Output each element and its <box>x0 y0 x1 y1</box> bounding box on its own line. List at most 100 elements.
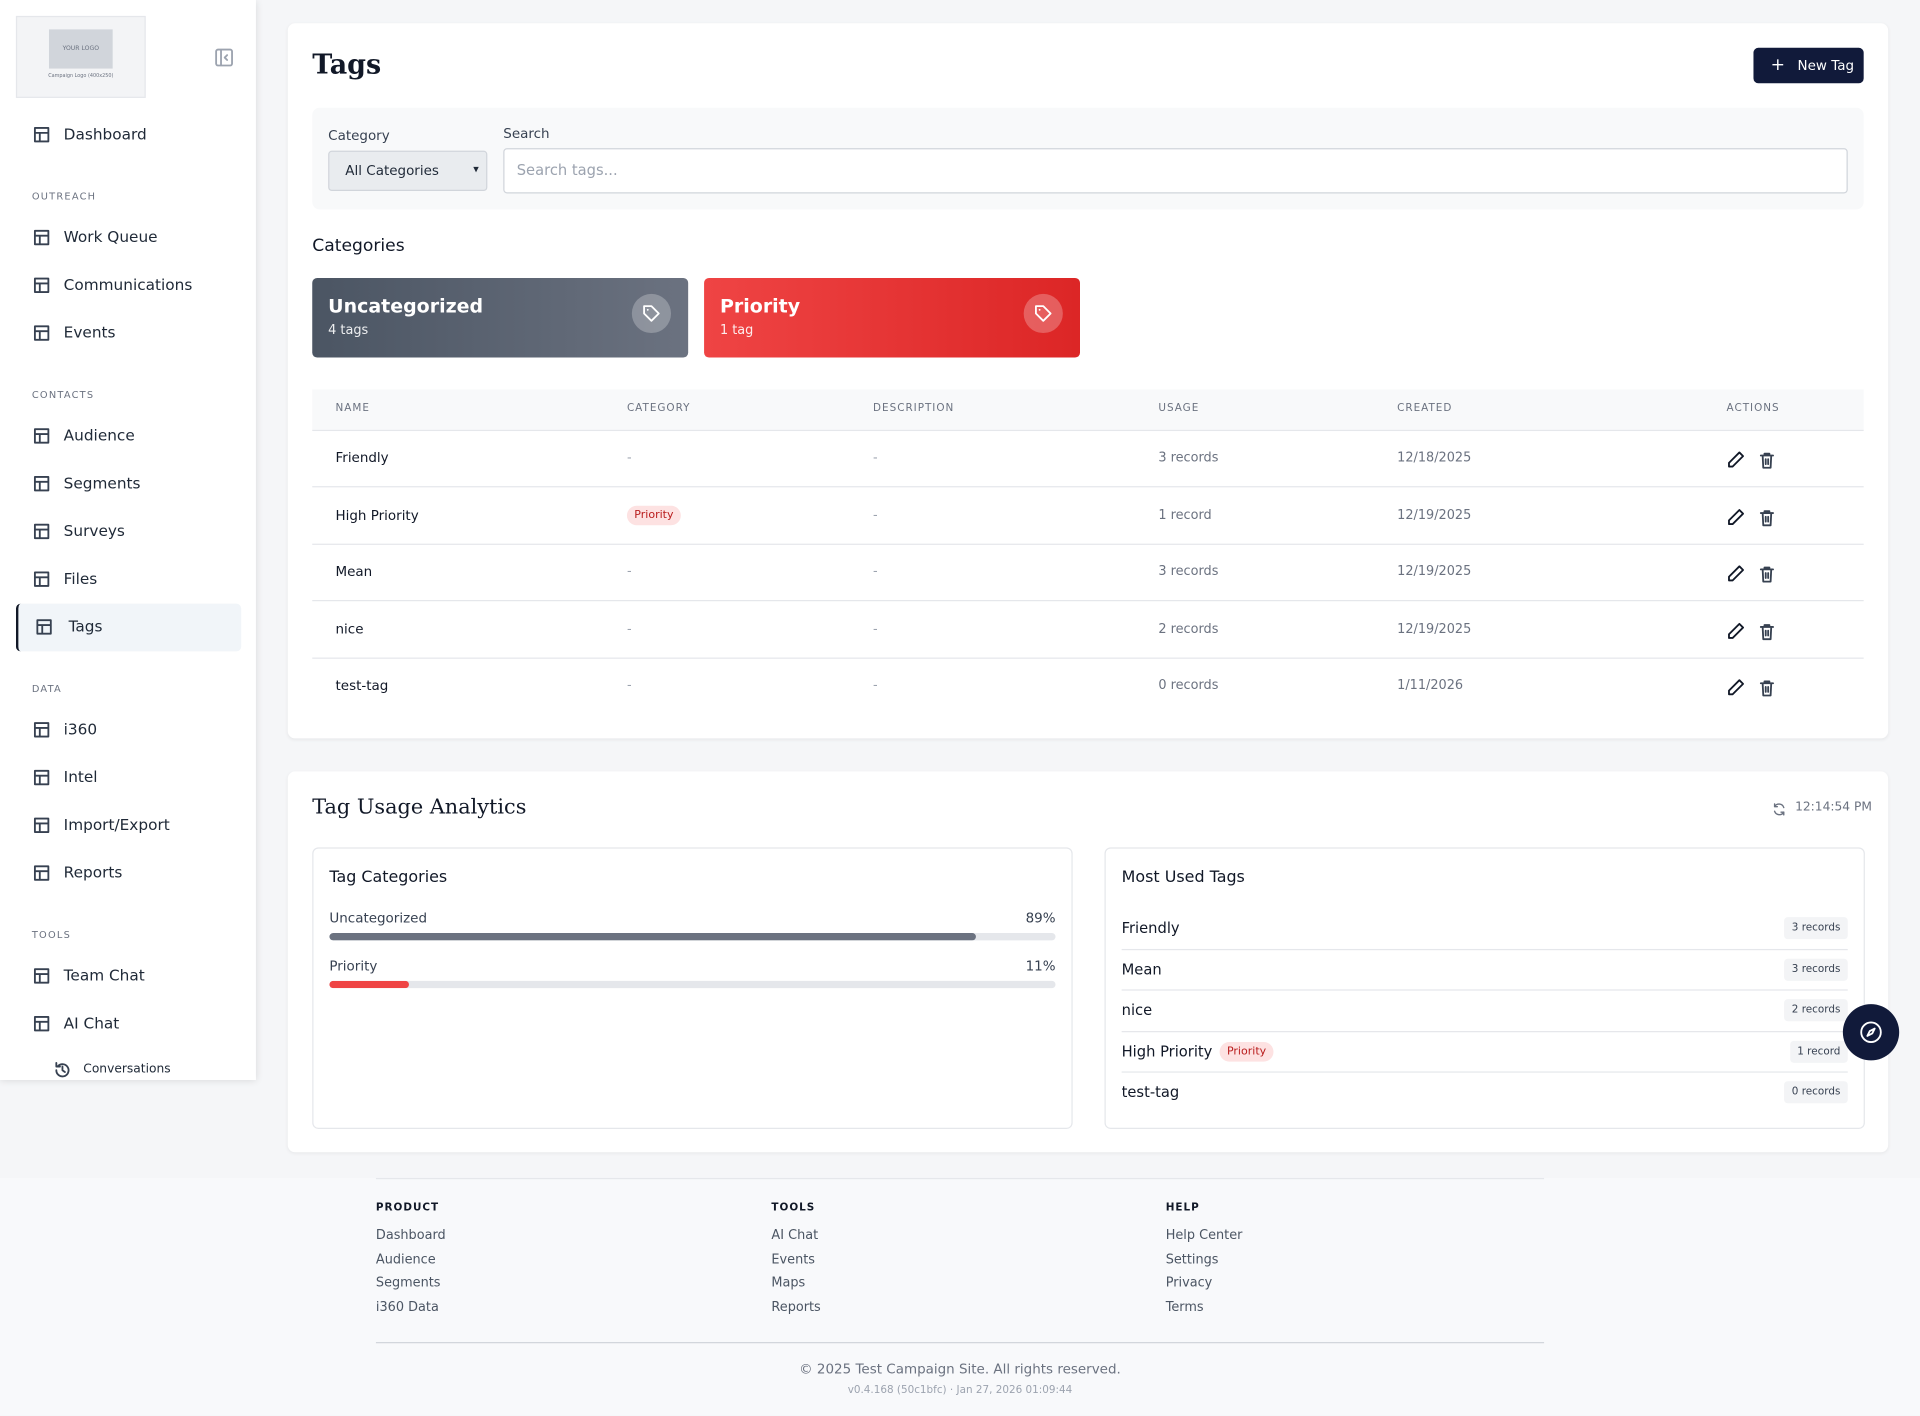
assistant-button[interactable] <box>1842 1004 1900 1061</box>
footer-link[interactable]: Maps <box>771 1275 806 1291</box>
nav-item[interactable]: i360 <box>16 707 239 755</box>
nav-item[interactable]: Dashboard <box>16 111 239 159</box>
new-tag-button[interactable]: + New Tag <box>1753 47 1864 84</box>
nav-item[interactable]: AI Chat <box>16 1000 239 1048</box>
category-icon <box>631 293 672 334</box>
progress-fill <box>329 933 976 941</box>
row-divider <box>312 600 1864 602</box>
edit-button[interactable] <box>1727 677 1747 697</box>
delete-button[interactable] <box>1757 564 1777 584</box>
refresh-icon[interactable] <box>1772 802 1787 817</box>
tag-icon <box>1035 305 1052 322</box>
nav-icon <box>33 865 50 881</box>
footer-link[interactable]: Terms <box>1165 1299 1204 1315</box>
nav-label: Work Queue <box>63 227 158 246</box>
nav-item[interactable]: Import/Export <box>16 802 239 850</box>
edit-button[interactable] <box>1727 506 1747 526</box>
nav-item[interactable]: Communications <box>16 262 239 310</box>
progress-track <box>329 933 1056 941</box>
cell: 3 records <box>1158 450 1219 466</box>
nav-icon <box>33 817 50 833</box>
nav-label: Intel <box>63 767 98 786</box>
tag-categories-panel: Tag Categories Uncategorized 89% Priority 1… <box>312 847 1073 1129</box>
usage-badge: 3 records <box>1784 958 1848 981</box>
button-label: New Tag <box>1797 57 1855 74</box>
tag-name: Mean <box>1121 960 1162 978</box>
nav-label: i360 <box>63 719 98 739</box>
progress-fill <box>329 980 410 989</box>
footer-link[interactable]: i360 Data <box>375 1299 439 1315</box>
delete-button[interactable] <box>1757 451 1777 471</box>
column-header: CATEGORY <box>626 402 691 415</box>
row-divider <box>312 429 1864 431</box>
nav-item[interactable]: Audience <box>16 413 239 461</box>
page-title: Tags <box>312 48 382 81</box>
tag-name: Friendly <box>335 450 389 466</box>
cell: - <box>626 564 632 579</box>
nav-item[interactable]: Files <box>16 556 239 604</box>
footer-link[interactable]: Reports <box>771 1299 821 1315</box>
percent-label: 11% <box>1025 958 1056 975</box>
column-header: USAGE <box>1158 402 1200 415</box>
category-name: Uncategorized <box>329 910 428 927</box>
category-label: Category <box>328 127 390 144</box>
footer-link[interactable]: Segments <box>375 1275 441 1291</box>
footer-divider <box>375 1342 1545 1344</box>
cell: 2 records <box>1158 621 1219 636</box>
category-card[interactable]: Uncategorized 4 tags <box>312 277 689 358</box>
category-name: Uncategorized <box>328 295 484 318</box>
nav-label: Events <box>63 322 116 342</box>
footer-heading: TOOLS <box>771 1202 816 1215</box>
category-card[interactable]: Priority 1 tag <box>704 277 1081 358</box>
footer-link[interactable]: Privacy <box>1165 1275 1213 1291</box>
nav-item[interactable]: Team Chat <box>16 953 239 1001</box>
delete-button[interactable] <box>1757 508 1777 528</box>
section-title: CONTACTS <box>31 389 95 401</box>
tag-name: Friendly <box>1121 919 1180 937</box>
nav-icon <box>33 968 50 984</box>
select-value: All Categories <box>345 162 439 179</box>
collapse-icon[interactable] <box>214 48 234 68</box>
nav-label: Communications <box>63 275 193 294</box>
nav-label: Tags <box>68 616 103 636</box>
delete-button[interactable] <box>1757 621 1777 641</box>
tag-name: test-tag <box>1121 1083 1180 1101</box>
row-divider <box>312 543 1864 545</box>
progress-track <box>329 980 1056 989</box>
edit-button[interactable] <box>1727 449 1747 469</box>
tag-name: High Priority <box>1121 1042 1213 1060</box>
usage-badge: 0 records <box>1784 1081 1848 1104</box>
nav-subitem[interactable]: Conversations <box>49 1052 239 1080</box>
nav-icon <box>33 1016 50 1032</box>
footer-heading: HELP <box>1165 1202 1200 1215</box>
nav-label: Segments <box>63 473 141 492</box>
nav-item[interactable]: Segments <box>16 460 239 508</box>
nav-item[interactable]: Reports <box>16 850 239 898</box>
nav-item[interactable]: Tags <box>15 603 242 652</box>
edit-button[interactable] <box>1727 620 1747 640</box>
nav-icon <box>33 325 50 341</box>
nav-item[interactable]: Work Queue <box>16 214 239 262</box>
nav-label: AI Chat <box>63 1013 120 1032</box>
footer: © 2025 Test Campaign Site. All rights re… <box>0 1177 1920 1416</box>
footer-link[interactable]: Audience <box>375 1251 436 1267</box>
footer-link[interactable]: Events <box>771 1251 815 1267</box>
nav-item[interactable]: Events <box>16 310 239 358</box>
category-select[interactable]: All Categories ▾ <box>328 150 488 192</box>
edit-button[interactable] <box>1727 563 1747 583</box>
delete-button[interactable] <box>1757 678 1777 698</box>
nav-item[interactable]: Intel <box>16 754 239 802</box>
logo[interactable]: YOUR LOGO Campaign Logo (400x250) <box>15 15 146 98</box>
footer-link[interactable]: Dashboard <box>375 1227 446 1243</box>
row-divider <box>1121 948 1848 950</box>
nav-item[interactable]: Surveys <box>16 508 239 556</box>
table-header <box>312 389 1864 430</box>
search-input[interactable]: Search tags... <box>503 148 1848 194</box>
footer-link[interactable]: Help Center <box>1165 1227 1243 1243</box>
cell: 12/19/2025 <box>1397 507 1472 522</box>
nav-label: Reports <box>63 862 123 882</box>
footer-link[interactable]: AI Chat <box>771 1227 819 1243</box>
analytics-title: Tag Usage Analytics <box>312 795 527 820</box>
category-badge: Priority <box>1219 1041 1274 1062</box>
footer-link[interactable]: Settings <box>1165 1251 1219 1267</box>
